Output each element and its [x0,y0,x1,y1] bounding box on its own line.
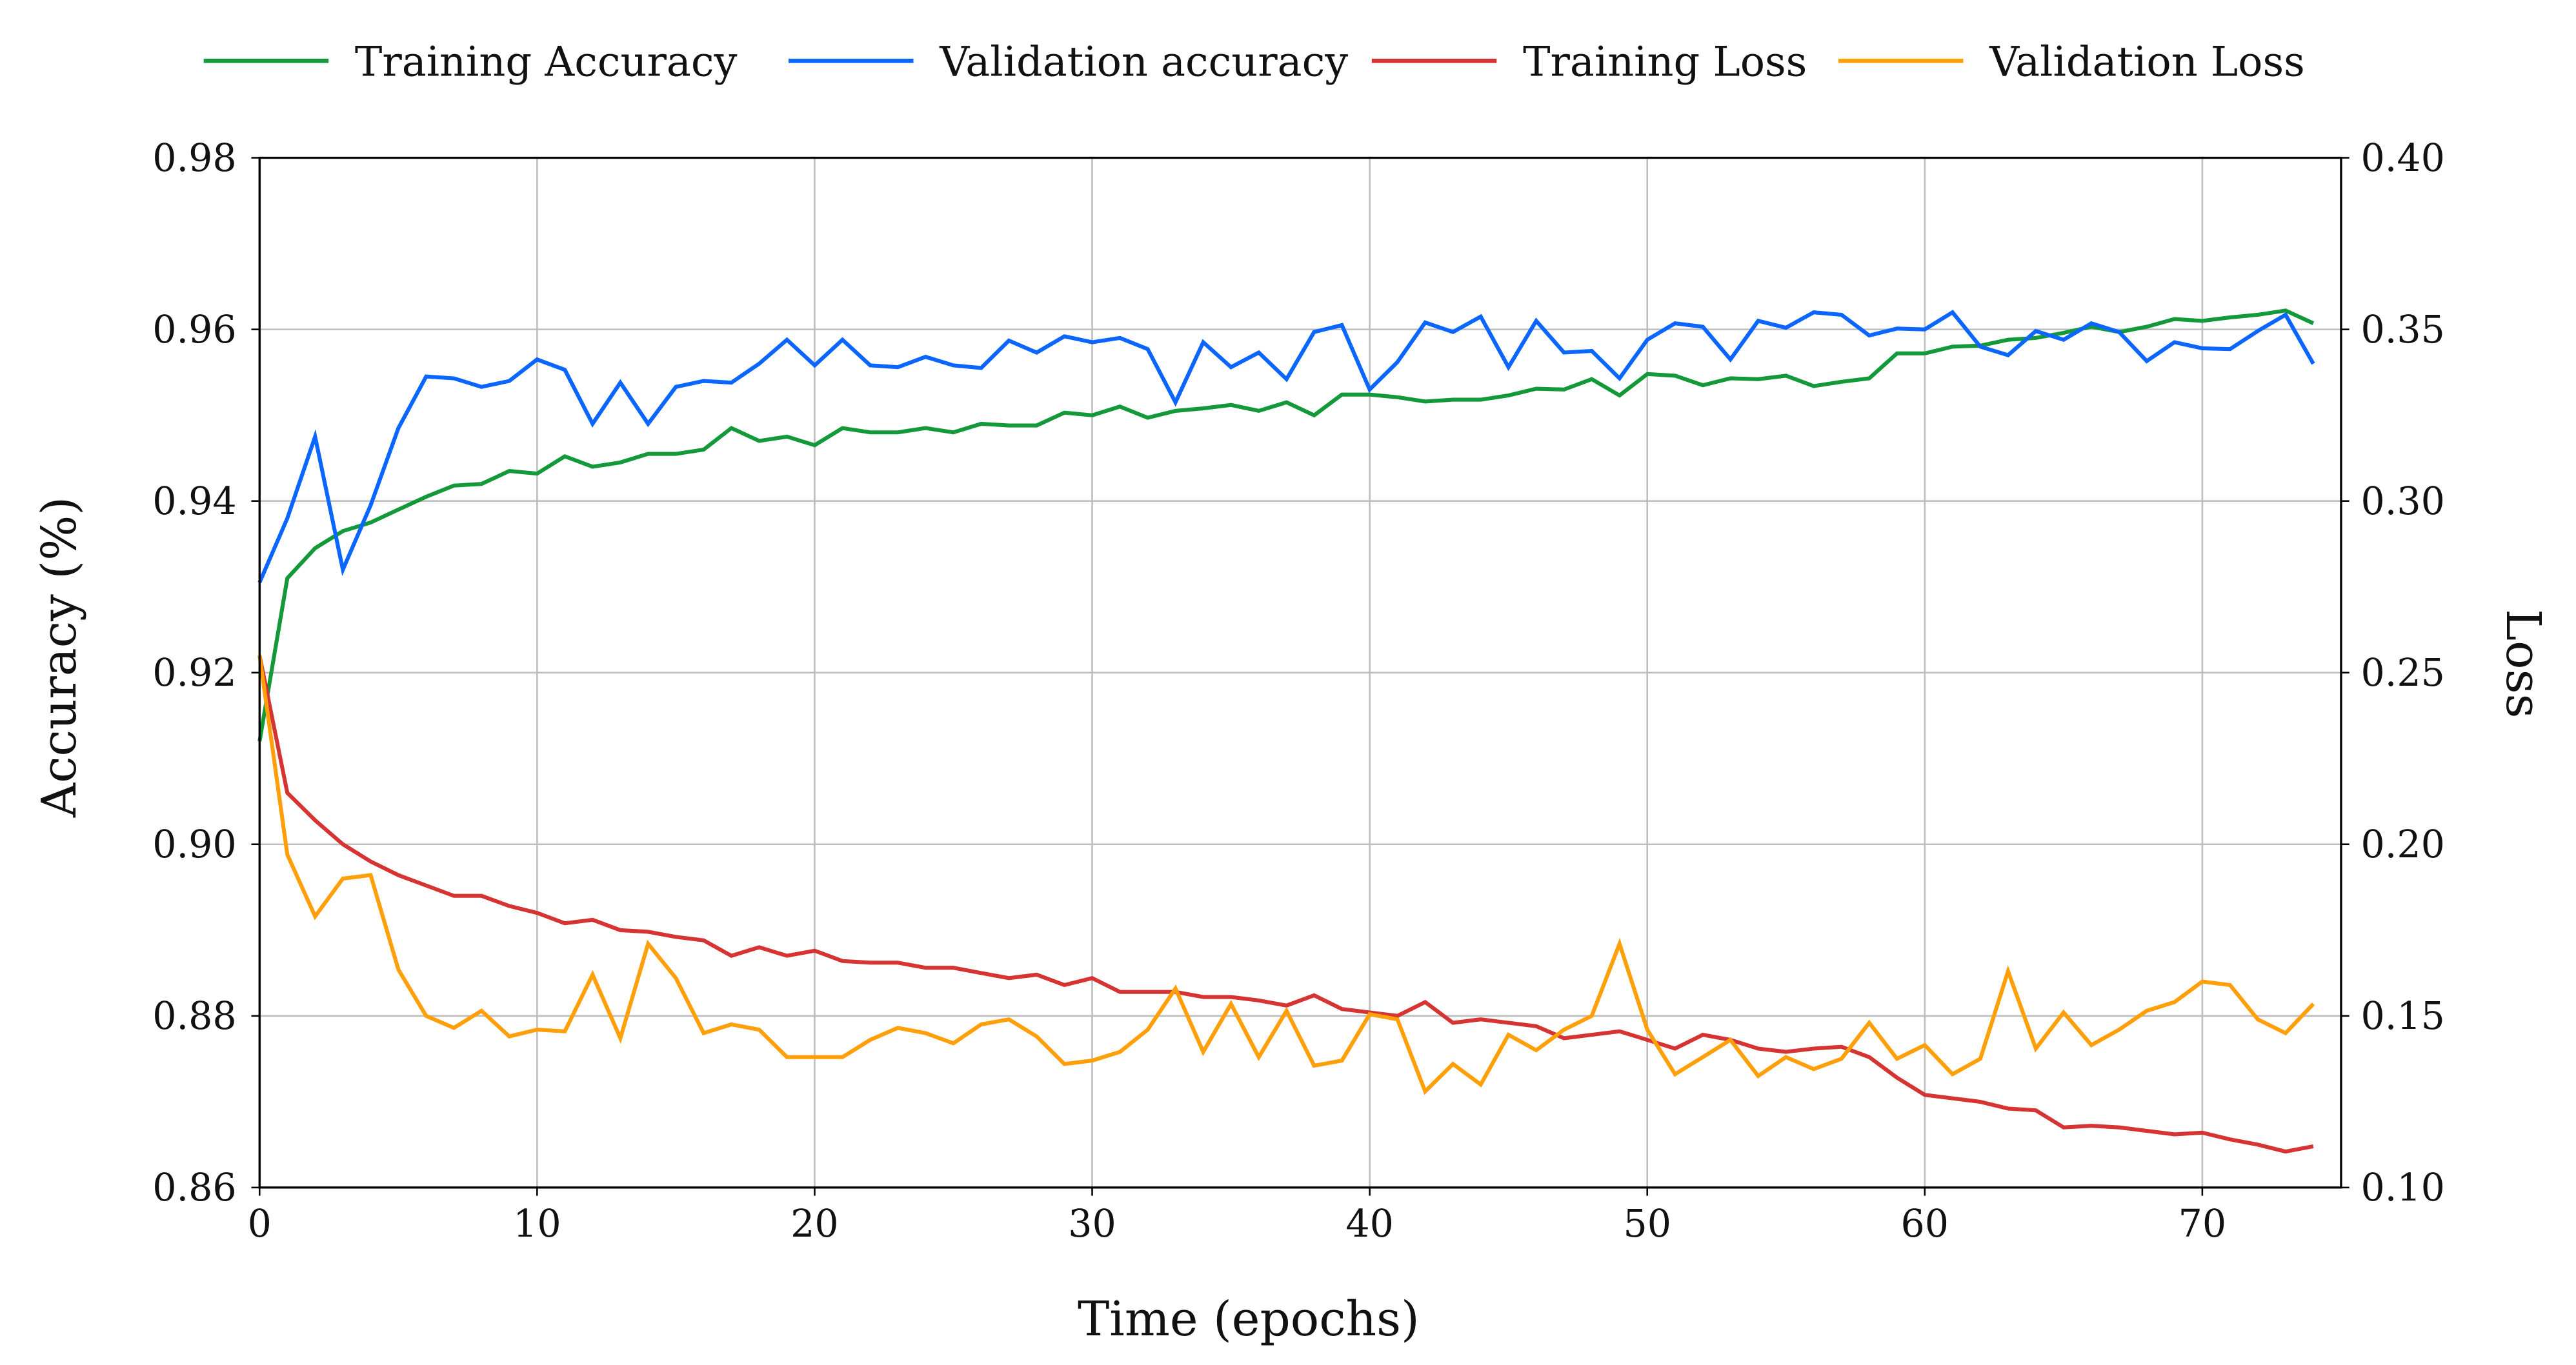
x-tick-label: 60 [1901,1202,1949,1246]
y-tick-label-right: 0.40 [2360,136,2444,180]
y-tick-label-right: 0.25 [2360,651,2444,695]
legend-label-validation-accuracy: Validation accuracy [939,38,1348,86]
series-line-training-accuracy [257,308,2315,742]
y-tick-label-left: 0.92 [152,651,236,695]
legend-label-training-accuracy: Training Accuracy [355,38,738,86]
legend-label-validation-loss: Validation Loss [1989,38,2305,86]
series-line-validation-loss [257,655,2315,1095]
y-tick-label-left: 0.96 [152,308,236,352]
y-tick-label-right: 0.30 [2360,479,2444,523]
legend-label-training-loss: Training Loss [1523,38,1807,86]
x-axis-label: Time (epochs) [1078,1291,1420,1347]
y-tick-label-left: 0.88 [152,994,236,1038]
y-tick-label-left: 0.90 [152,822,236,866]
y-tick-label-right: 0.15 [2360,994,2444,1038]
y-tick-label-right: 0.20 [2360,822,2444,866]
y-axis-label-right: Loss [2495,609,2551,718]
x-tick-label: 70 [2179,1202,2227,1246]
series-line-validation-accuracy [257,310,2315,584]
tick-labels: 0 10 20 30 40 50 60 70 0.86 0.88 0.90 0.92 0.94 0.96 0… [152,136,2445,1246]
x-tick-label: 40 [1345,1202,1394,1246]
y-tick-label-left: 0.86 [152,1166,236,1210]
x-tick-label: 10 [513,1202,561,1246]
y-axis-label-left: Accuracy (%) [32,497,87,818]
y-tick-label-left: 0.98 [152,136,236,180]
series-lines [257,308,2315,1154]
x-tick-label: 30 [1068,1202,1116,1246]
x-tick-label: 50 [1623,1202,1671,1246]
series-line-training-loss [257,655,2314,1154]
legend: Training Accuracy Validation accuracy Trai… [203,38,2305,86]
x-tick-label: 0 [248,1202,272,1246]
y-tick-label-right: 0.10 [2360,1166,2444,1210]
x-tick-label: 20 [790,1202,839,1246]
y-tick-label-left: 0.94 [152,479,236,523]
y-tick-label-right: 0.35 [2360,308,2444,352]
